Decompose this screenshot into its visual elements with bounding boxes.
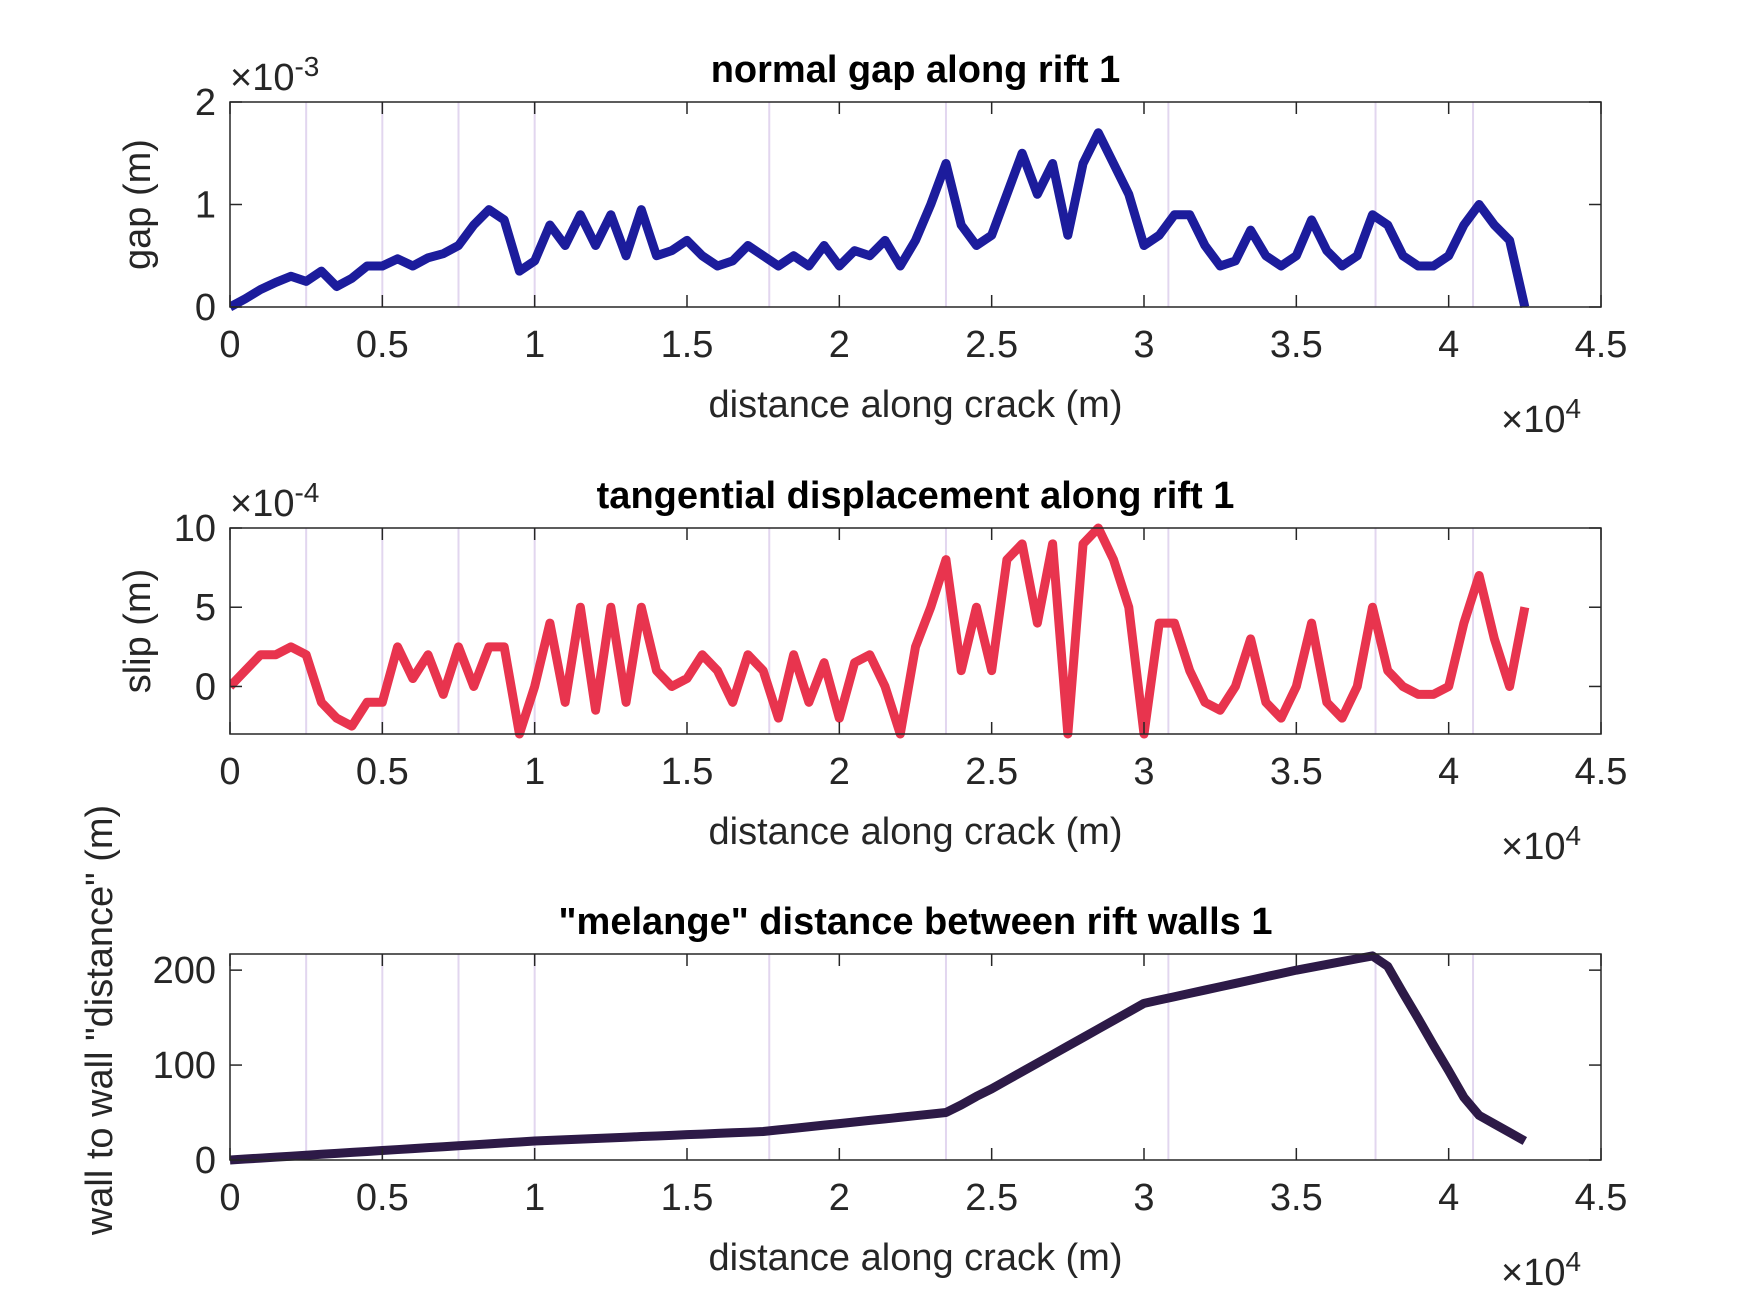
y-exponent: ×10-3 [230, 51, 319, 99]
x-tick-label: 0.5 [356, 324, 409, 366]
data-line [230, 523, 1530, 739]
x-tick-label: 1.5 [661, 1177, 714, 1219]
axes-box [229, 527, 1602, 735]
x-tick-label: 4 [1438, 1177, 1459, 1219]
x-tick-label: 1 [524, 1177, 545, 1219]
exponent-base: ×10 [1501, 826, 1565, 868]
x-tick-label: 2 [829, 324, 850, 366]
x-tick-label: 0 [219, 751, 240, 793]
exponent-base: ×10 [230, 483, 294, 525]
y-tick-label: 2 [195, 82, 216, 124]
y-tick-label: 0 [195, 666, 216, 708]
plot-area [230, 102, 1601, 307]
x-axis-label: distance along crack (m) [709, 384, 1123, 426]
x-tick-label: 1.5 [661, 751, 714, 793]
x-tick-label: 1 [524, 751, 545, 793]
x-tick-label: 3.5 [1270, 1177, 1323, 1219]
x-tick-label: 0.5 [356, 751, 409, 793]
x-tick-label: 3.5 [1270, 324, 1323, 366]
x-tick-label: 2.5 [965, 751, 1018, 793]
x-tick-label: 1 [524, 324, 545, 366]
x-tick-label: 4 [1438, 324, 1459, 366]
plot-area [230, 528, 1601, 734]
x-exponent: ×104 [1501, 1246, 1581, 1294]
exponent-base: ×10 [230, 57, 294, 99]
x-tick-label: 4 [1438, 751, 1459, 793]
x-tick-label: 4.5 [1575, 751, 1628, 793]
exponent-power: 4 [1565, 820, 1581, 851]
x-tick-label: 2 [829, 751, 850, 793]
x-tick-label: 4.5 [1575, 1177, 1628, 1219]
x-tick-label: 3 [1133, 1177, 1154, 1219]
data-line [230, 951, 1528, 1165]
x-tick-label: 2.5 [965, 1177, 1018, 1219]
x-tick-label: 1.5 [661, 324, 714, 366]
y-tick-label: 10 [174, 508, 216, 550]
y-tick-label: 0 [195, 1140, 216, 1182]
chart-title: normal gap along rift 1 [711, 49, 1121, 91]
x-tick-label: 3 [1133, 324, 1154, 366]
exponent-base: ×10 [1501, 1252, 1565, 1294]
y-axis-label: slip (m) [117, 569, 159, 694]
data-line [230, 128, 1530, 311]
x-tick-label: 2.5 [965, 324, 1018, 366]
subplot [230, 528, 1601, 734]
x-tick-label: 3 [1133, 751, 1154, 793]
x-exponent: ×104 [1501, 393, 1581, 441]
exponent-power: -3 [294, 51, 319, 82]
x-axis-label: distance along crack (m) [709, 811, 1123, 853]
axes-box [229, 953, 1602, 1161]
y-exponent: ×10-4 [230, 477, 319, 525]
y-tick-label: 200 [153, 950, 216, 992]
x-tick-label: 4.5 [1575, 324, 1628, 366]
x-exponent: ×104 [1501, 820, 1581, 868]
x-tick-label: 0.5 [356, 1177, 409, 1219]
y-axis-label: wall to wall "distance" (m) [79, 805, 121, 1236]
exponent-power: 4 [1565, 393, 1581, 424]
x-tick-label: 3.5 [1270, 751, 1323, 793]
y-axis-label: gap (m) [117, 139, 159, 270]
chart-title: "melange" distance between rift walls 1 [559, 901, 1273, 943]
y-tick-label: 0 [195, 287, 216, 329]
y-tick-label: 1 [195, 185, 216, 227]
exponent-power: -4 [294, 477, 319, 508]
x-tick-label: 0 [219, 1177, 240, 1219]
y-tick-label: 5 [195, 587, 216, 629]
subplot [230, 102, 1601, 307]
x-tick-label: 0 [219, 324, 240, 366]
x-axis-label: distance along crack (m) [709, 1237, 1123, 1279]
x-tick-label: 2 [829, 1177, 850, 1219]
subplot [230, 954, 1601, 1160]
y-tick-label: 100 [153, 1045, 216, 1087]
chart-title: tangential displacement along rift 1 [597, 475, 1235, 517]
exponent-base: ×10 [1501, 399, 1565, 441]
exponent-power: 4 [1565, 1246, 1581, 1277]
